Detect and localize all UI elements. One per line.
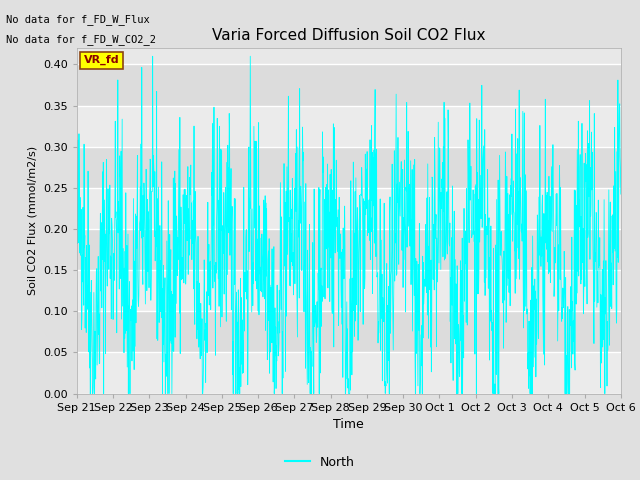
Text: No data for f_FD_W_Flux: No data for f_FD_W_Flux [6, 14, 150, 25]
Bar [77, 229, 621, 270]
Bar [77, 64, 621, 106]
Y-axis label: Soil CO2 Flux (mmol/m2/s): Soil CO2 Flux (mmol/m2/s) [28, 146, 38, 295]
Bar [77, 147, 621, 188]
Legend: North: North [280, 451, 360, 474]
Bar [77, 270, 621, 312]
Bar [77, 106, 621, 147]
Bar [77, 352, 621, 394]
Text: No data for f_FD_W_CO2_2: No data for f_FD_W_CO2_2 [6, 34, 156, 45]
Text: VR_fd: VR_fd [84, 55, 120, 65]
X-axis label: Time: Time [333, 418, 364, 431]
Title: Varia Forced Diffusion Soil CO2 Flux: Varia Forced Diffusion Soil CO2 Flux [212, 28, 486, 43]
Bar [77, 188, 621, 229]
Bar [77, 312, 621, 352]
